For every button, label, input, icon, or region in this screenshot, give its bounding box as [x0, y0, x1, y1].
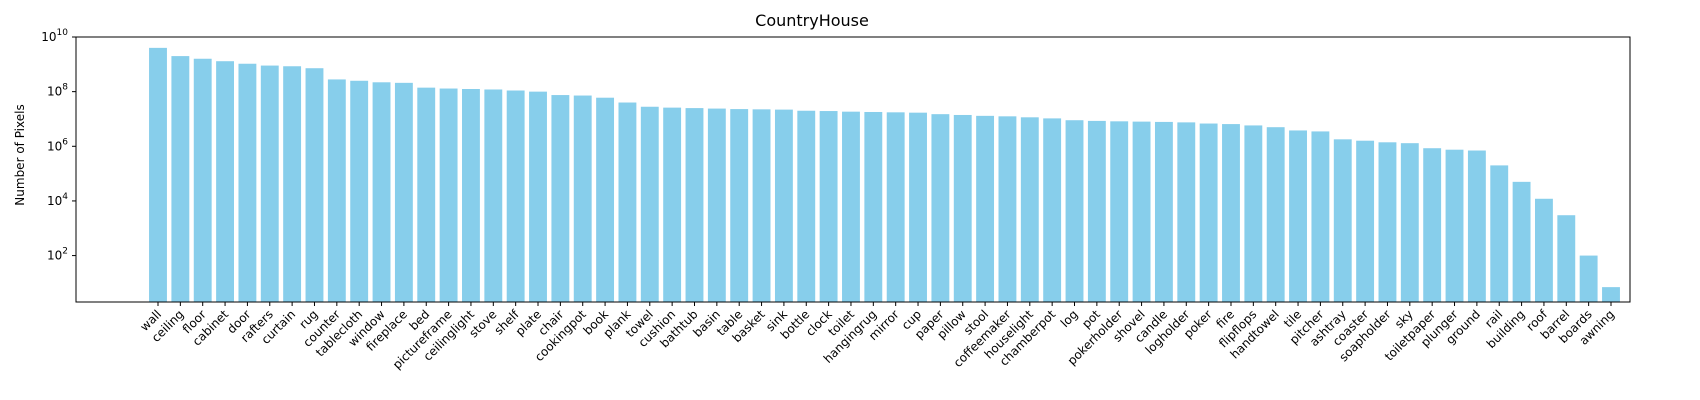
bar-rafters: [260, 65, 279, 302]
bar-door: [238, 63, 257, 302]
bar-floor: [193, 58, 212, 302]
bar-pillow: [953, 114, 972, 302]
y-tick-label: 102: [47, 247, 68, 263]
bar-bathtub: [685, 108, 704, 302]
bar-ground: [1467, 150, 1486, 302]
bar-flipflops: [1244, 125, 1263, 303]
bar-poker: [1199, 123, 1218, 302]
bar-bottle: [797, 110, 816, 303]
bar-cup: [909, 112, 927, 302]
bar-ceilinglight: [462, 89, 480, 302]
bar-log: [1065, 120, 1084, 302]
chart-title: CountryHouse: [755, 11, 869, 30]
y-axis-ticks: 102 104 106 108 1010: [41, 28, 76, 263]
bar-awning: [1602, 287, 1620, 302]
bar-plunger: [1445, 149, 1464, 302]
y-tick-label: 104: [47, 192, 68, 208]
bar-coffeemaker: [998, 116, 1017, 302]
bar-plate: [529, 91, 547, 302]
bar-pokerholder: [1110, 121, 1129, 302]
bar-chair: [551, 95, 570, 302]
bar-roof: [1535, 198, 1553, 302]
bar-fireplace: [394, 82, 413, 302]
bar-boards: [1579, 255, 1598, 302]
y-tick-label: 108: [47, 83, 68, 99]
bars-group: [149, 47, 1620, 303]
x-tick-label: plate: [513, 307, 544, 338]
bar-basket: [752, 109, 771, 302]
bar-tile: [1289, 130, 1307, 302]
bar-towel: [640, 106, 659, 302]
bar-curtain: [283, 66, 302, 302]
bar-pitcher: [1311, 131, 1330, 302]
bar-tablecloth: [350, 80, 369, 303]
bar-plank: [618, 102, 637, 303]
bar-toiletpaper: [1423, 148, 1442, 302]
bar-sink: [774, 109, 793, 302]
bar-building: [1512, 181, 1531, 302]
bar-basin: [707, 108, 726, 302]
bar-coaster: [1356, 140, 1375, 302]
plot-frame: [75, 36, 1631, 303]
bar-rail: [1490, 165, 1509, 302]
bar-fire: [1222, 124, 1240, 302]
bar-table: [730, 109, 749, 302]
bar-clock: [819, 111, 838, 302]
bar-stove: [484, 89, 503, 302]
y-axis-label: Number of Pixels: [13, 104, 27, 205]
bar-shelf: [506, 90, 525, 302]
bar-wall: [149, 47, 167, 303]
bar-cookingpot: [573, 95, 592, 302]
bar-chamberpot: [1043, 118, 1062, 302]
bar-bed: [417, 87, 436, 303]
bar-pot: [1087, 120, 1106, 303]
x-tick-label: log: [1058, 307, 1081, 330]
bar-candle: [1154, 121, 1173, 302]
bar-window: [372, 82, 391, 302]
bar-cabinet: [216, 61, 234, 303]
bar-hangingrug: [864, 111, 883, 303]
bar-handtowel: [1266, 127, 1285, 302]
y-tick-label: 106: [47, 137, 68, 153]
bar-cushion: [663, 107, 682, 302]
x-axis-ticks: wallceilingfloorcabinetdoorrafterscurtai…: [137, 302, 1617, 372]
bar-book: [596, 97, 615, 303]
bar-mirror: [886, 112, 905, 302]
bar-stool: [976, 115, 995, 302]
y-tick-label: 1010: [41, 28, 68, 44]
bar-houselight: [1020, 117, 1039, 302]
bar-paper: [931, 114, 950, 302]
bar-logholder: [1177, 122, 1196, 302]
bar-sky: [1400, 143, 1419, 302]
bar-barrel: [1557, 215, 1576, 302]
bar-rug: [305, 68, 324, 302]
bar-toilet: [842, 111, 860, 302]
bar-pictureframe: [439, 88, 458, 302]
bar-ceiling: [171, 56, 190, 302]
bar-counter: [327, 79, 346, 303]
bar-soapholder: [1378, 142, 1397, 302]
bar-shovel: [1132, 121, 1151, 303]
bar-ashtray: [1333, 139, 1352, 302]
